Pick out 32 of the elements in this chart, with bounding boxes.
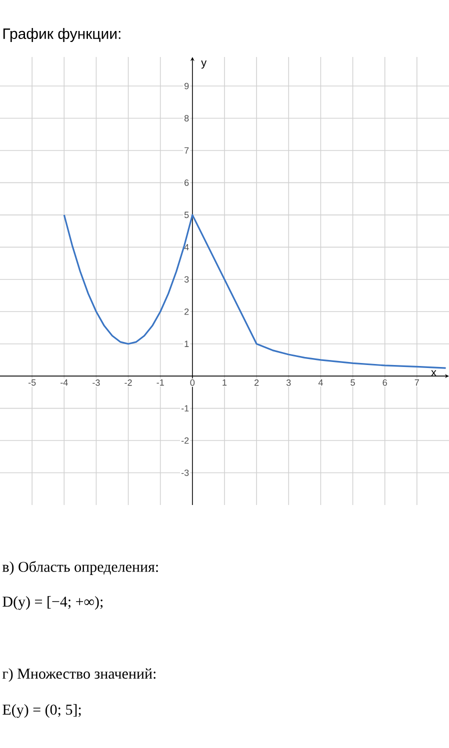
y-tick-label: 7 bbox=[184, 147, 189, 154]
y-tick-label: 3 bbox=[184, 276, 189, 283]
x-tick-label: -2 bbox=[124, 379, 132, 386]
x-tick-label: -4 bbox=[60, 379, 68, 386]
x-tick-label: 5 bbox=[350, 379, 355, 386]
x-tick-label: 2 bbox=[254, 379, 259, 386]
x-tick-label: -5 bbox=[28, 379, 36, 386]
y-tick-label: -2 bbox=[181, 437, 189, 444]
x-tick-label: -3 bbox=[92, 379, 100, 386]
x-tick-label: 7 bbox=[414, 379, 419, 386]
text: D(y) = [−4; +∞); bbox=[2, 596, 103, 610]
y-axis-title: y bbox=[201, 60, 207, 69]
y-tick-label: 6 bbox=[184, 180, 189, 186]
x-axis-title: x bbox=[431, 370, 436, 376]
y-tick-label: -3 bbox=[181, 470, 189, 476]
x-tick-label: 3 bbox=[286, 379, 291, 386]
x-tick-label: 0 bbox=[190, 379, 195, 386]
y-tick-label: 5 bbox=[184, 212, 189, 218]
y-tick-label: 2 bbox=[184, 308, 189, 315]
y-tick-label: 4 bbox=[184, 244, 189, 250]
text: E(y) = (0; 5]; bbox=[2, 704, 81, 718]
text: г) Множество значений: bbox=[2, 668, 156, 682]
y-tick-label: 9 bbox=[184, 82, 189, 90]
text: в) Область определения: bbox=[2, 561, 158, 575]
x-tick-label: 1 bbox=[222, 379, 227, 386]
y-tick-label: -1 bbox=[181, 405, 189, 412]
x-tick-label: 4 bbox=[318, 379, 323, 386]
y-tick-label: 8 bbox=[184, 115, 189, 122]
y-tick-label: 1 bbox=[184, 340, 189, 347]
x-tick-label: -1 bbox=[156, 379, 164, 386]
x-tick-label: 6 bbox=[382, 379, 387, 386]
chart-title: График функции: bbox=[3, 28, 120, 42]
